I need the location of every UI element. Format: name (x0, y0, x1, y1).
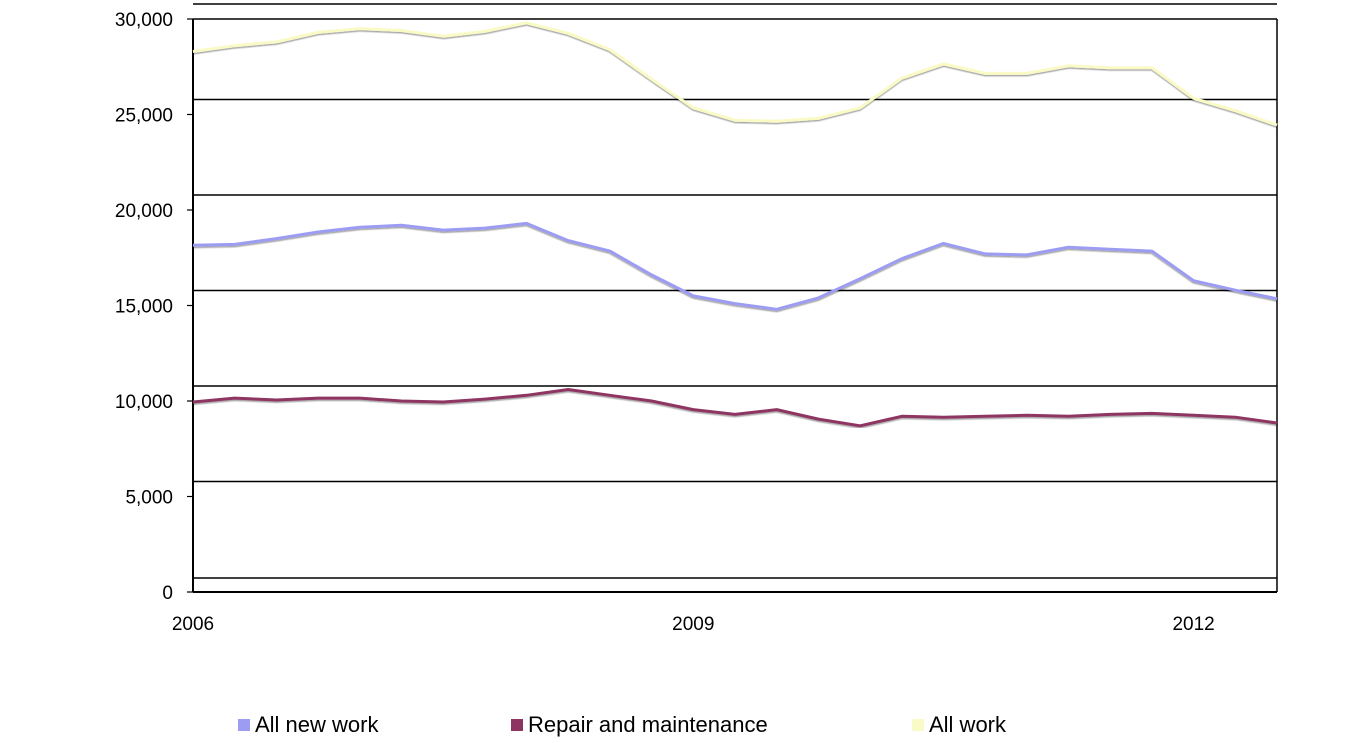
grid-layer (193, 3, 1277, 579)
legend-label: Repair and maintenance (528, 712, 768, 737)
chart-legend: All new work Repair and maintenance All wo… (0, 712, 1350, 740)
series-line-2 (192, 388, 1278, 428)
legend-swatch (238, 719, 250, 731)
legend-swatch (912, 719, 924, 731)
legend-item: Repair and maintenance (511, 712, 768, 738)
y-tick-label: 5,000 (125, 488, 173, 509)
series-layer (192, 21, 1278, 428)
legend-label: All new work (255, 712, 379, 737)
x-tick-label: 2012 (1172, 614, 1214, 635)
label-layer: 0 5,000 10,000 15,000 20,000 25,000 30,000 2006… (115, 10, 1215, 635)
y-tick-label: 30,000 (115, 10, 173, 31)
y-tick-label: 15,000 (115, 297, 173, 318)
line-chart: 0 5,000 10,000 15,000 20,000 25,000 30,000 2006… (115, 3, 1278, 635)
axis-layer (187, 18, 1278, 593)
legend-swatch (511, 719, 523, 731)
x-tick-label: 2006 (172, 614, 214, 635)
y-tick-label: 10,000 (115, 392, 173, 413)
y-tick-label: 20,000 (115, 201, 173, 222)
y-tick-label: 25,000 (115, 106, 173, 127)
legend-item: All new work (238, 712, 378, 738)
legend-item: All work (912, 712, 1006, 738)
y-tick-label: 0 (162, 583, 173, 604)
legend-label: All work (929, 712, 1007, 737)
series-line-3 (192, 21, 1278, 127)
x-tick-label: 2009 (672, 614, 714, 635)
series-line-1 (192, 221, 1278, 311)
